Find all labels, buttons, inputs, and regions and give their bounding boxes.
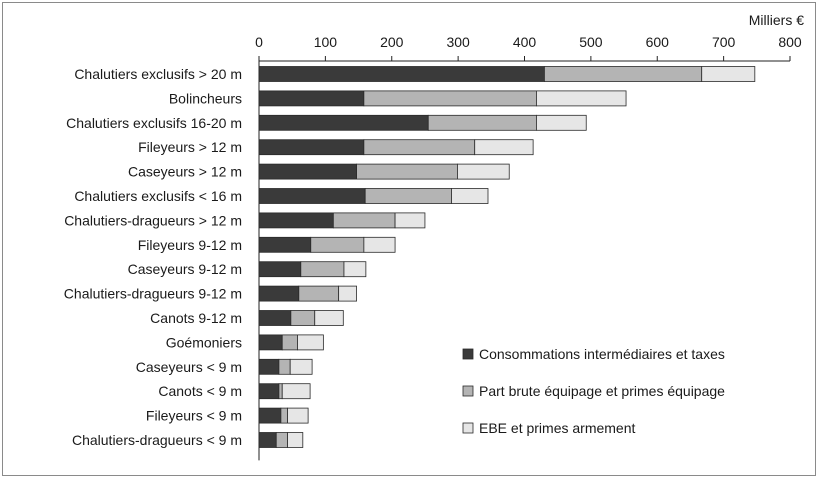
bar-segment-series-1-row-8: [300, 261, 345, 278]
bar-segment-series-0-row-3: [258, 139, 365, 156]
category-label: Chalutiers exclusifs > 20 m: [74, 66, 242, 82]
category-label: Chalutiers-dragueurs 9-12 m: [64, 286, 242, 302]
bar-segment-series-1-row-13: [278, 383, 283, 400]
bar-segment-series-0-row-5: [258, 188, 366, 204]
bar-segment-series-0-row-14: [258, 407, 282, 424]
bar-segment-series-2-row-6: [394, 212, 426, 229]
bar-segment-series-1-row-7: [310, 236, 365, 253]
bar-segment-series-0-row-0: [258, 66, 545, 82]
category-label: Chalutiers-dragueurs < 9 m: [72, 432, 242, 448]
category-label: Caseyeurs > 12 m: [128, 164, 242, 180]
bar-segment-series-0-row-13: [258, 383, 280, 400]
bar-segment-series-1-row-0: [544, 66, 703, 82]
x-tick-label: 400: [513, 34, 537, 50]
bar-segment-series-2-row-5: [451, 188, 489, 204]
bar-segment-series-2-row-9: [338, 285, 357, 302]
x-tick-label: 100: [314, 34, 338, 50]
category-label: Canots < 9 m: [158, 383, 242, 399]
bar-segment-series-2-row-12: [289, 358, 313, 375]
category-label: Caseyeurs 9-12 m: [128, 261, 242, 277]
category-label: Chalutiers exclusifs 16-20 m: [66, 115, 242, 131]
x-axis-ticks: 0 100 200 300 400 500 600 700 800: [255, 34, 802, 61]
bar-segment-series-2-row-2: [536, 114, 587, 131]
category-label: Fileyeurs > 12 m: [138, 139, 242, 155]
bar-segment-series-2-row-4: [457, 163, 510, 180]
bar-segment-series-2-row-8: [343, 261, 367, 278]
bar-segment-series-2-row-7: [363, 236, 396, 253]
category-labels: Chalutiers exclusifs > 20 m Bolincheurs Ch…: [64, 66, 242, 448]
legend: Consommations intermédiaires et taxes Par…: [462, 346, 725, 436]
bar-segment-series-2-row-11: [297, 334, 324, 351]
x-tick-label: 800: [778, 34, 802, 50]
legend-swatch: [462, 422, 474, 434]
bar-segment-series-0-row-7: [258, 236, 312, 253]
legend-swatch: [462, 385, 474, 397]
legend-swatch: [462, 348, 474, 360]
bar-segment-series-1-row-5: [364, 188, 452, 204]
category-label: Fileyeurs < 9 m: [146, 408, 242, 424]
bar-segment-series-0-row-6: [258, 212, 334, 229]
bar-segment-series-0-row-1: [258, 90, 365, 107]
bar-segment-series-1-row-14: [280, 407, 288, 424]
bar-segment-series-2-row-0: [701, 66, 756, 82]
x-tick-label: 200: [380, 34, 404, 50]
bar-segment-series-0-row-9: [258, 285, 300, 302]
x-tick-label: 600: [646, 34, 670, 50]
legend-label: Consommations intermédiaires et taxes: [479, 346, 725, 362]
bar-segment-series-2-row-1: [536, 90, 627, 107]
x-tick-label: 0: [255, 34, 263, 50]
bar-segment-series-2-row-14: [287, 407, 309, 424]
bar-segment-series-0-row-15: [258, 432, 277, 448]
unit-label: Milliers €: [749, 12, 804, 28]
bar-segment-series-1-row-2: [427, 114, 537, 131]
legend-label: Part brute équipage et primes équipage: [479, 383, 725, 399]
bar-segment-series-1-row-6: [332, 212, 396, 229]
bar-segment-series-1-row-10: [290, 310, 316, 326]
bar-segment-series-1-row-4: [356, 163, 458, 180]
bar-segment-series-1-row-12: [278, 358, 291, 375]
x-tick-label: 500: [579, 34, 603, 50]
bar-segment-series-1-row-3: [363, 139, 476, 156]
bars: [258, 66, 756, 448]
category-label: Bolincheurs: [169, 90, 242, 106]
category-label: Caseyeurs < 9 m: [136, 359, 242, 375]
bar-segment-series-0-row-2: [258, 114, 429, 131]
bar-segment-series-0-row-10: [258, 310, 292, 326]
bar-segment-series-1-row-1: [363, 90, 537, 107]
bar-segment-series-0-row-8: [258, 261, 302, 278]
category-label: Chalutiers exclusifs < 16 m: [74, 188, 242, 204]
bar-segment-series-1-row-11: [281, 334, 298, 351]
category-label: Canots 9-12 m: [150, 310, 242, 326]
x-tick-label: 700: [712, 34, 736, 50]
bar-segment-series-1-row-9: [298, 285, 340, 302]
bar-segment-series-2-row-10: [314, 310, 344, 326]
bar-segment-series-0-row-11: [258, 334, 283, 351]
bar-segment-series-2-row-3: [474, 139, 534, 156]
bar-segment-series-2-row-15: [287, 432, 304, 448]
legend-label: EBE et primes armement: [479, 420, 635, 436]
x-tick-label: 300: [446, 34, 470, 50]
category-label: Goémoniers: [166, 334, 242, 350]
category-label: Chalutiers-dragueurs > 12 m: [64, 212, 242, 228]
bar-segment-series-1-row-15: [275, 432, 288, 448]
bar-segment-series-0-row-12: [258, 358, 280, 375]
bar-segment-series-0-row-4: [258, 163, 357, 180]
chart-frame: [2, 2, 816, 476]
category-label: Fileyeurs 9-12 m: [138, 237, 242, 253]
bar-segment-series-2-row-13: [281, 383, 311, 400]
